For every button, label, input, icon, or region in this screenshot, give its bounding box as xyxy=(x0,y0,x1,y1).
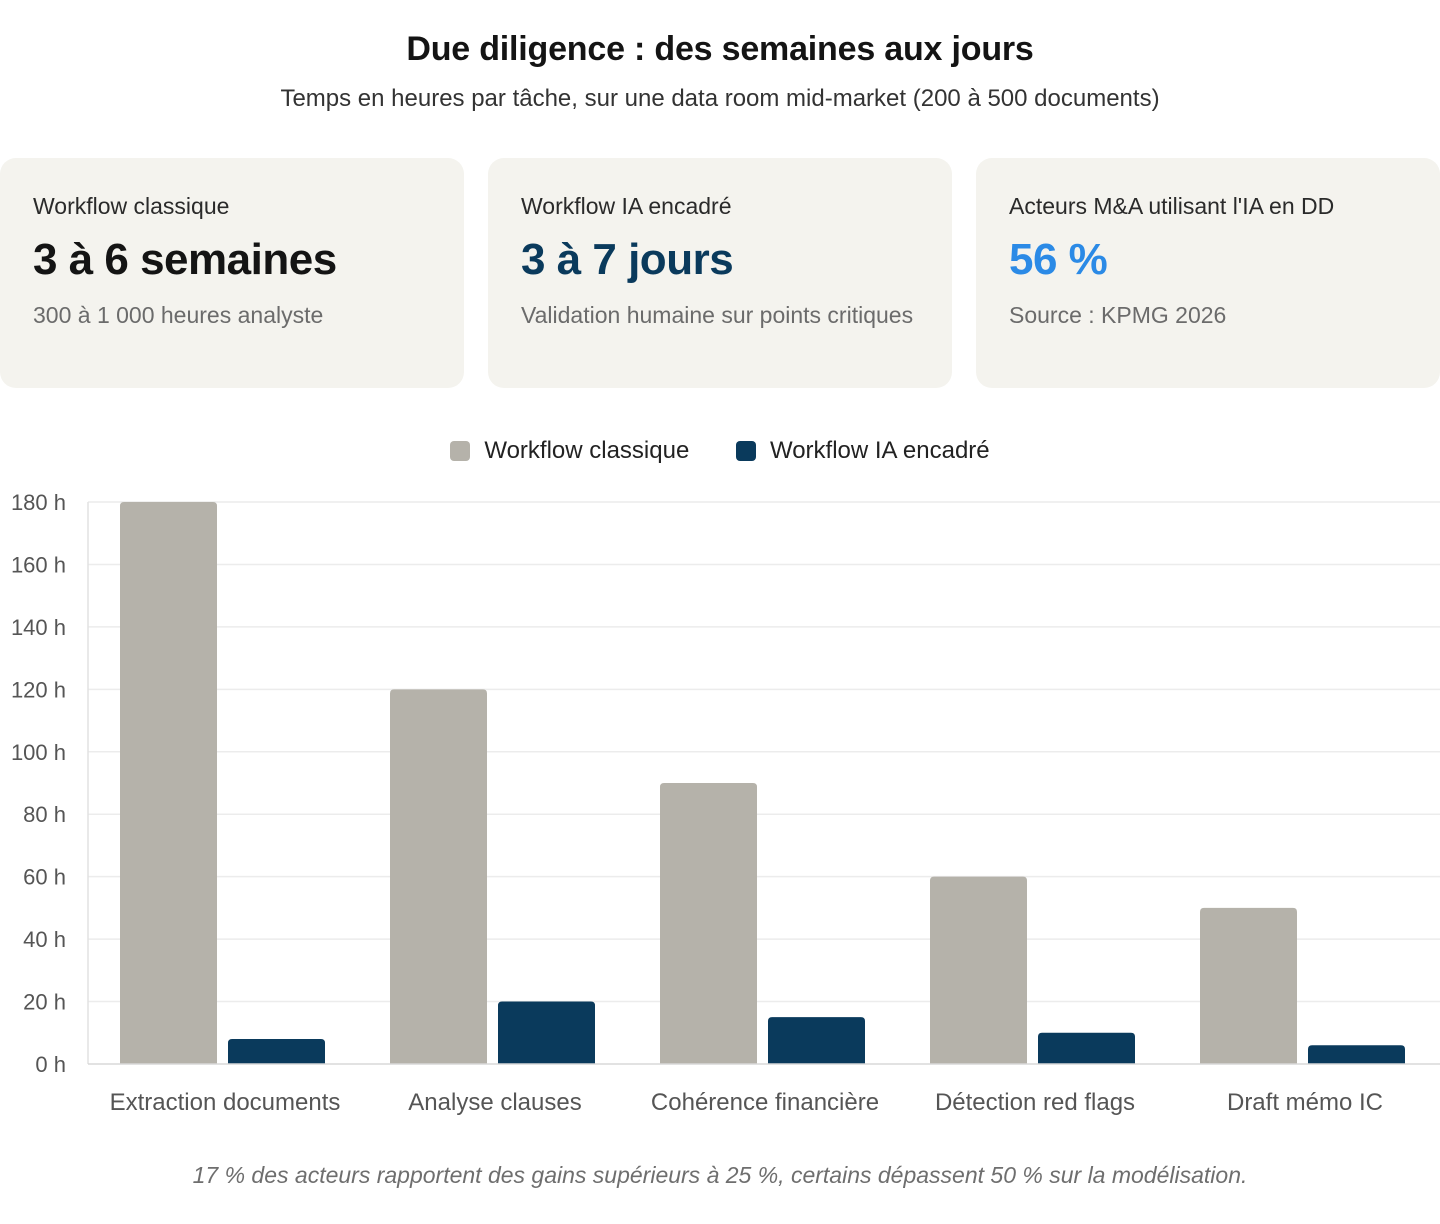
footnote: 17 % des acteurs rapportent des gains su… xyxy=(192,1162,1248,1188)
bar-classique xyxy=(930,876,1027,1064)
y-tick-label: 160 h xyxy=(11,552,66,577)
kpi-card-ia: Workflow IA encadré 3 à 7 jours Validati… xyxy=(488,158,952,388)
kpi-card-classique: Workflow classique 3 à 6 semaines 300 à … xyxy=(0,158,464,388)
bar-classique xyxy=(120,502,217,1064)
bar-ia xyxy=(498,1001,595,1064)
chart-legend: Workflow classique Workflow IA encadré xyxy=(0,436,1440,465)
x-tick-label: Détection red flags xyxy=(935,1089,1135,1116)
y-tick-label: 80 h xyxy=(23,802,66,827)
header: Due diligence : des semaines aux jours T… xyxy=(0,30,1440,113)
x-tick-label: Extraction documents xyxy=(110,1089,341,1116)
chart-title: Due diligence : des semaines aux jours xyxy=(406,30,1034,68)
y-tick-label: 20 h xyxy=(23,990,66,1015)
bar-ia xyxy=(228,1039,325,1064)
y-tick-label: 0 h xyxy=(35,1052,66,1077)
y-tick-label: 180 h xyxy=(11,490,66,515)
y-tick-label: 120 h xyxy=(11,677,66,702)
bar-chart: 0 h 20 h 40 h 60 h 80 h 100 h 120 h 140 h 160 h 1… xyxy=(11,490,1440,1116)
kpi-note: 300 à 1 000 heures analyste xyxy=(33,302,324,328)
bar-ia xyxy=(1038,1032,1135,1064)
bar-classique xyxy=(660,783,757,1064)
legend-item-ia[interactable]: Workflow IA encadré xyxy=(735,436,990,465)
x-tick-label: Draft mémo IC xyxy=(1227,1089,1383,1116)
kpi-note: Source : KPMG 2026 xyxy=(1009,302,1227,328)
y-tick-label: 140 h xyxy=(11,615,66,640)
chart-subtitle: Temps en heures par tâche, sur une data … xyxy=(280,85,1160,112)
kpi-label: Acteurs M&A utilisant l'IA en DD xyxy=(1009,193,1335,219)
legend-label: Workflow classique xyxy=(484,436,690,464)
x-tick-label: Cohérence financière xyxy=(651,1089,879,1116)
bar-ia xyxy=(1308,1045,1405,1064)
kpi-card-adoption: Acteurs M&A utilisant l'IA en DD 56 % So… xyxy=(976,158,1440,388)
bar-classique xyxy=(390,689,487,1064)
kpi-cards: Workflow classique 3 à 6 semaines 300 à … xyxy=(0,158,1440,388)
legend-item-classique[interactable]: Workflow classique xyxy=(450,437,689,465)
kpi-label: Workflow classique xyxy=(33,193,230,219)
kpi-value: 56 % xyxy=(1009,235,1108,284)
kpi-value: 3 à 7 jours xyxy=(521,235,734,284)
bar-classique xyxy=(1200,907,1297,1064)
kpi-note: Validation humaine sur points critiques xyxy=(521,302,914,328)
legend-swatch-ia xyxy=(735,440,756,461)
legend-swatch-classique xyxy=(450,440,471,461)
bar-ia xyxy=(768,1017,865,1064)
x-tick-label: Analyse clauses xyxy=(408,1089,581,1116)
y-tick-label: 100 h xyxy=(11,740,66,765)
y-tick-label: 40 h xyxy=(23,927,66,952)
kpi-value: 3 à 6 semaines xyxy=(33,235,337,284)
y-tick-label: 60 h xyxy=(23,865,66,890)
kpi-label: Workflow IA encadré xyxy=(521,193,732,219)
legend-label: Workflow IA encadré xyxy=(769,436,990,464)
